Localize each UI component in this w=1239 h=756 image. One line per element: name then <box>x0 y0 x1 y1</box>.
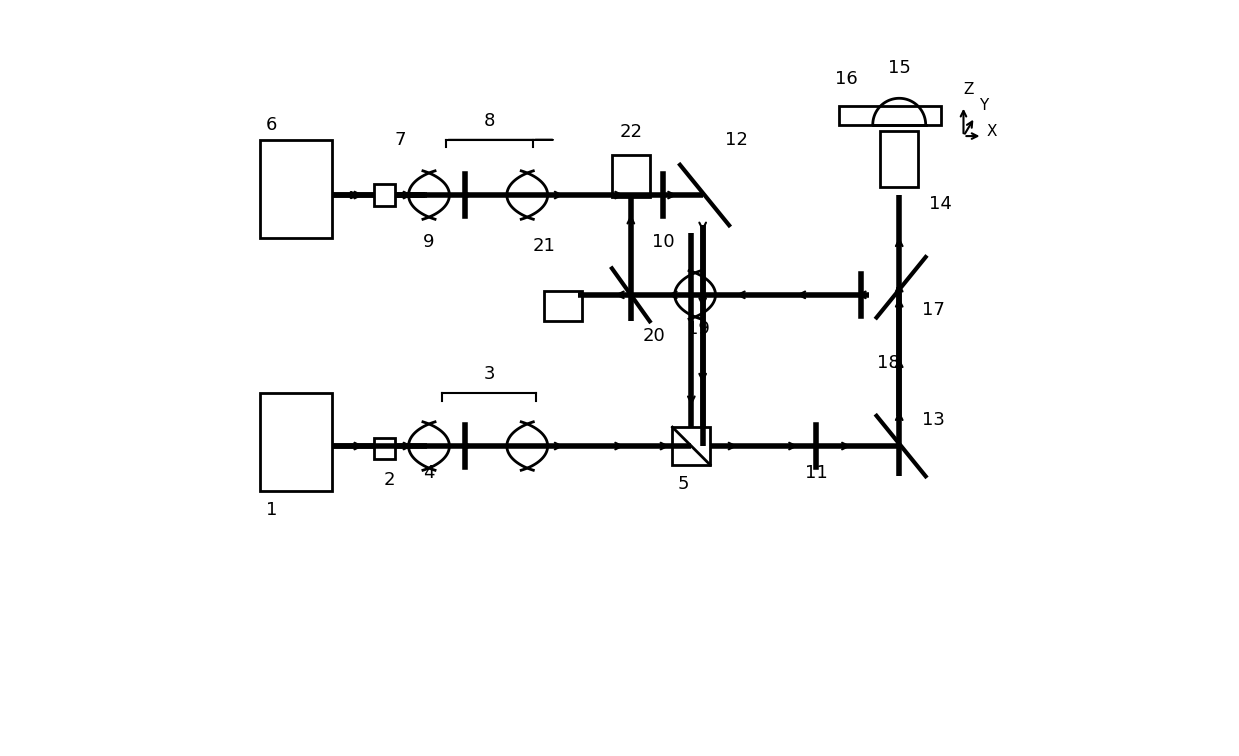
Bar <box>673 427 710 465</box>
Text: 1: 1 <box>266 501 278 519</box>
Bar <box>374 438 395 459</box>
Bar <box>374 184 395 206</box>
Text: Y: Y <box>979 98 987 113</box>
Text: X: X <box>986 124 996 139</box>
Text: 18: 18 <box>876 354 900 372</box>
Text: 10: 10 <box>652 233 675 251</box>
Text: Z: Z <box>964 82 974 98</box>
Bar <box>839 106 940 125</box>
Text: 13: 13 <box>922 411 944 429</box>
Bar <box>612 155 649 197</box>
Bar <box>260 393 332 491</box>
Text: 2: 2 <box>383 471 395 489</box>
Text: 3: 3 <box>483 365 496 383</box>
Text: 9: 9 <box>424 233 435 251</box>
Text: 22: 22 <box>620 123 642 141</box>
Bar <box>881 131 918 187</box>
Text: 17: 17 <box>922 301 944 319</box>
Text: 15: 15 <box>888 59 911 77</box>
Text: 16: 16 <box>835 70 857 88</box>
Text: 14: 14 <box>929 195 953 213</box>
Text: 8: 8 <box>483 112 496 130</box>
Bar <box>544 291 581 321</box>
Text: 4: 4 <box>424 463 435 482</box>
Text: 5: 5 <box>678 475 690 493</box>
Text: 19: 19 <box>688 320 710 338</box>
Text: 12: 12 <box>725 131 748 149</box>
Text: 11: 11 <box>804 463 828 482</box>
Text: 20: 20 <box>642 327 665 345</box>
Bar <box>260 140 332 238</box>
Text: 6: 6 <box>266 116 278 134</box>
Text: 7: 7 <box>394 131 406 149</box>
Text: 21: 21 <box>533 237 555 255</box>
